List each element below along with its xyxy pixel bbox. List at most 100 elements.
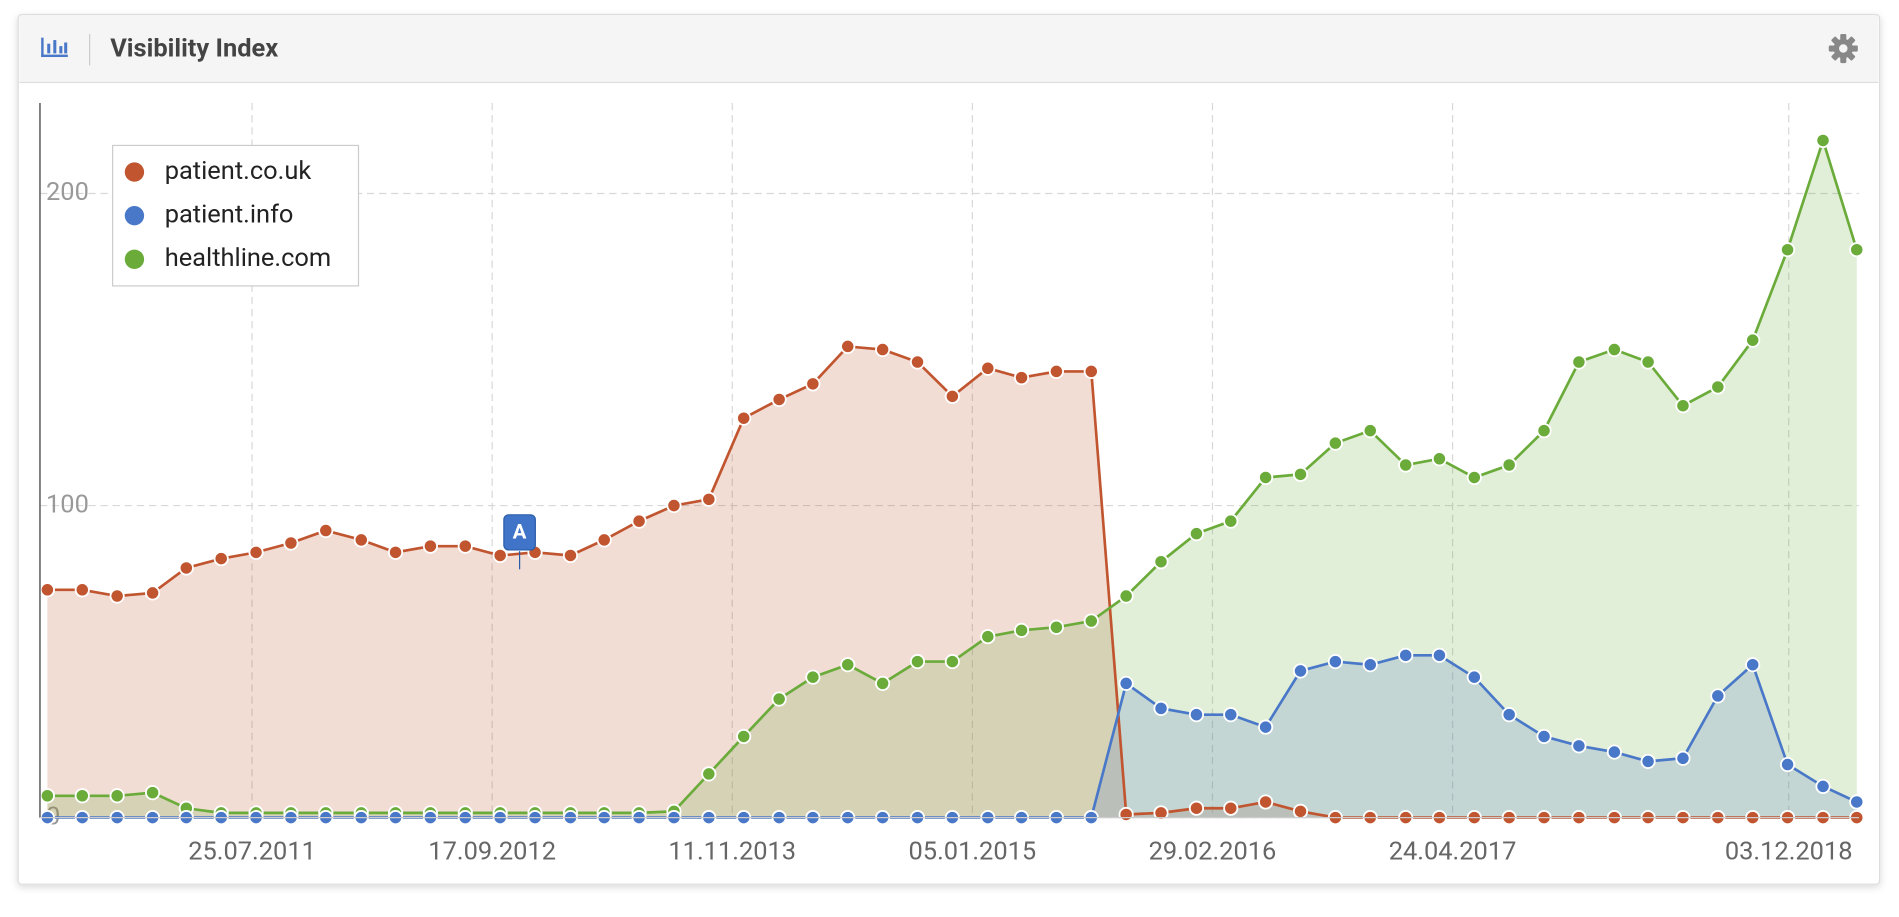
data-point bbox=[805, 376, 821, 392]
legend-item[interactable]: patient.co.uk bbox=[124, 156, 312, 186]
data-point bbox=[1501, 707, 1517, 723]
data-point bbox=[178, 560, 194, 576]
legend-label: patient.info bbox=[165, 199, 294, 229]
data-point bbox=[1292, 663, 1309, 679]
data-point bbox=[248, 544, 264, 560]
legend-item[interactable]: healthline.com bbox=[124, 243, 331, 273]
data-point bbox=[1571, 354, 1587, 370]
data-point bbox=[1258, 469, 1274, 486]
data-point bbox=[1118, 588, 1134, 604]
data-point bbox=[109, 588, 125, 604]
annotation-flag[interactable]: A bbox=[503, 514, 536, 570]
data-point bbox=[701, 491, 717, 507]
data-point bbox=[1118, 675, 1134, 691]
data-point bbox=[1710, 688, 1726, 704]
x-tick-label: 03.12.2018 bbox=[1725, 836, 1853, 866]
x-tick-label: 17.09.2012 bbox=[428, 836, 556, 866]
data-point bbox=[1606, 744, 1622, 760]
data-point bbox=[875, 675, 891, 691]
data-point bbox=[1745, 657, 1761, 673]
data-point bbox=[1780, 242, 1796, 258]
annotation-label: A bbox=[513, 520, 527, 544]
data-point bbox=[1398, 457, 1414, 473]
data-point bbox=[1292, 466, 1309, 482]
data-point bbox=[283, 535, 299, 551]
data-point bbox=[944, 388, 960, 404]
plot-area: 010020025.07.201117.09.201211.11.201305.… bbox=[39, 103, 1865, 866]
data-point bbox=[1815, 132, 1831, 149]
data-point bbox=[980, 629, 996, 645]
data-point bbox=[909, 354, 926, 370]
legend-swatch bbox=[124, 205, 145, 226]
data-point bbox=[1223, 707, 1239, 723]
legend-label: patient.co.uk bbox=[165, 156, 312, 186]
data-point bbox=[145, 785, 161, 801]
data-point bbox=[353, 532, 369, 548]
data-point bbox=[1710, 379, 1726, 395]
data-point bbox=[771, 691, 787, 707]
data-point bbox=[1013, 622, 1030, 638]
data-point bbox=[1048, 619, 1064, 635]
data-point bbox=[1815, 778, 1831, 794]
data-point bbox=[109, 788, 125, 804]
legend-swatch bbox=[124, 249, 145, 269]
data-point bbox=[1118, 806, 1134, 823]
card-header bbox=[19, 15, 1879, 83]
data-point bbox=[39, 788, 55, 804]
x-tick-label: 05.01.2015 bbox=[909, 836, 1037, 866]
series-area bbox=[47, 346, 1857, 818]
data-point bbox=[562, 547, 579, 564]
data-point bbox=[701, 766, 717, 782]
x-tick-label: 25.07.2011 bbox=[188, 836, 316, 866]
data-point bbox=[1571, 738, 1587, 754]
data-point bbox=[1188, 800, 1205, 816]
data-point bbox=[1327, 654, 1343, 670]
chart-icon[interactable] bbox=[41, 37, 68, 58]
data-point bbox=[1640, 753, 1656, 769]
data-point bbox=[387, 544, 404, 560]
data-point bbox=[736, 410, 752, 426]
data-point bbox=[492, 547, 508, 564]
data-point bbox=[1431, 647, 1447, 663]
data-point bbox=[1675, 750, 1691, 766]
data-point bbox=[1398, 647, 1414, 663]
data-point bbox=[145, 585, 161, 601]
data-point bbox=[1466, 669, 1482, 685]
card bbox=[17, 14, 1881, 885]
data-point bbox=[457, 538, 473, 554]
data-point bbox=[1083, 613, 1099, 629]
data-point bbox=[1258, 794, 1274, 810]
data-point bbox=[1153, 700, 1169, 716]
data-point bbox=[805, 669, 821, 685]
data-point bbox=[1640, 354, 1656, 370]
x-tick-label: 24.04.2017 bbox=[1389, 836, 1517, 866]
data-point bbox=[1501, 457, 1517, 473]
legend-item[interactable]: patient.info bbox=[124, 199, 294, 229]
data-point bbox=[736, 728, 752, 745]
legend-swatch bbox=[124, 162, 145, 182]
data-point bbox=[840, 657, 856, 673]
y-tick-label: 200 bbox=[46, 177, 89, 207]
data-point bbox=[1780, 756, 1796, 773]
data-point bbox=[1536, 423, 1552, 439]
data-point bbox=[596, 532, 612, 548]
data-point bbox=[1745, 332, 1761, 348]
data-point bbox=[1466, 469, 1482, 486]
legend-label: healthline.com bbox=[165, 243, 331, 273]
data-point bbox=[39, 582, 55, 598]
data-point bbox=[1223, 800, 1239, 816]
data-point bbox=[944, 654, 960, 670]
data-point bbox=[1327, 435, 1343, 451]
x-tick-label: 11.11.2013 bbox=[668, 836, 796, 866]
data-point bbox=[631, 513, 647, 529]
data-point bbox=[840, 338, 856, 354]
data-point bbox=[1362, 423, 1378, 439]
settings-gear[interactable] bbox=[1828, 34, 1858, 64]
series-area bbox=[47, 655, 1857, 818]
data-point bbox=[1153, 805, 1169, 821]
data-point bbox=[1536, 728, 1552, 745]
data-point bbox=[1849, 794, 1865, 810]
data-point bbox=[1292, 803, 1309, 819]
